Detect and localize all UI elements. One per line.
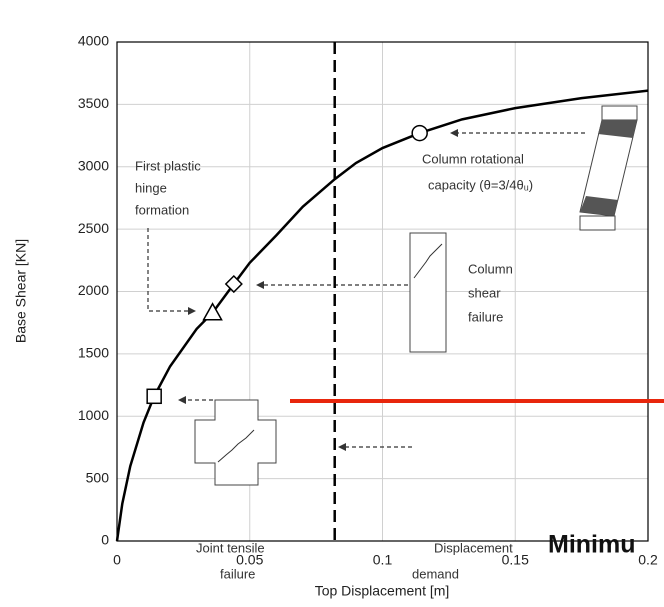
annotation: failure: [468, 309, 503, 324]
icon-shear: [409, 232, 447, 353]
x-tick-label: 0.1: [373, 552, 393, 568]
x-tick-label: 0.15: [502, 552, 529, 568]
plot-frame: [116, 41, 649, 542]
y-tick-label: 500: [86, 469, 110, 485]
curve: [115, 89, 649, 542]
annotation: Displacement: [434, 540, 513, 555]
marker: [202, 302, 223, 321]
annotation: formation: [135, 202, 189, 217]
y-tick-label: 4000: [78, 33, 109, 49]
annotation: demand: [412, 566, 459, 581]
grid: [116, 41, 649, 542]
marker: [146, 388, 162, 405]
x-tick-label: 0.05: [236, 552, 263, 568]
y-tick-label: 2000: [78, 282, 109, 298]
annotation: Column: [468, 261, 513, 276]
y-tick-label: 3500: [78, 95, 109, 111]
y-tick-label: 2500: [78, 220, 109, 236]
marker: [411, 124, 428, 142]
y-tick-label: 3000: [78, 157, 109, 173]
y-tick-label: 1500: [78, 345, 109, 361]
plot: [115, 42, 649, 542]
annotation: Column rotational: [422, 151, 524, 166]
annotation: Joint tensile: [196, 540, 265, 555]
y-tick-label: 1000: [78, 407, 109, 423]
y-axis-label: Base Shear [KN]: [13, 239, 29, 343]
annotation: capacity (θ=3/4θᵤ): [428, 177, 533, 192]
annotation: First plastic: [135, 158, 201, 173]
icon-rotation: [579, 105, 638, 231]
overlay-text: Minimu: [548, 531, 636, 559]
annotation: shear: [468, 285, 501, 300]
marker: [224, 274, 243, 294]
annotation: hinge: [135, 180, 167, 195]
x-axis-label: Top Displacement [m]: [315, 583, 450, 599]
x-tick-label: 0.2: [638, 552, 658, 568]
icon-joint: [194, 399, 277, 486]
y-tick-label: 0: [101, 532, 109, 548]
x-tick-label: 0: [113, 552, 121, 568]
annotation: failure: [220, 566, 255, 581]
